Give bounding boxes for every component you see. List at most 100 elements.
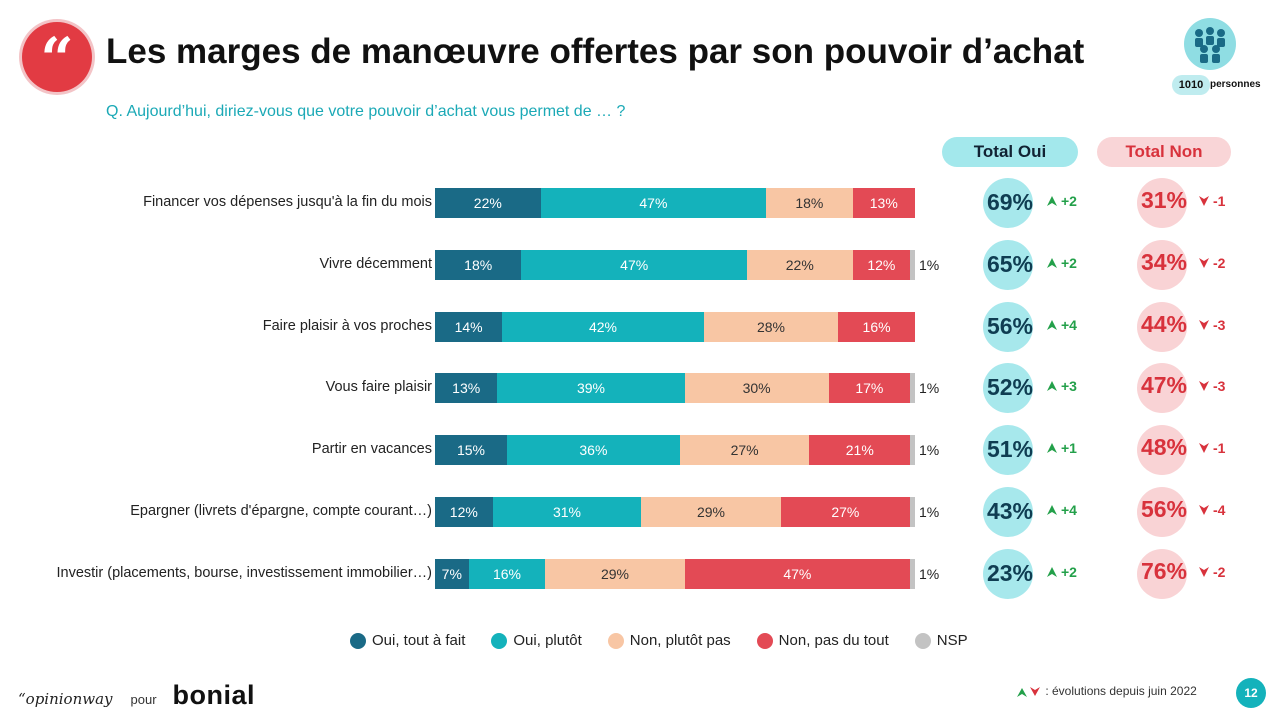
evolution-oui-text: +1 [1061,440,1077,457]
row-label: Faire plaisir à vos proches [262,317,432,334]
nsp-value: 1% [919,380,940,397]
bar-segment: 14% [435,311,503,342]
up-down-arrows-icon [1017,686,1040,697]
total-oui-value: 65% [986,250,1034,277]
evolution-non: -2 [1198,255,1225,271]
arrow-up-icon [1047,257,1057,268]
total-non-value: 56% [1140,496,1188,522]
bar-segment [910,435,915,466]
sample-unit: personnes [1210,79,1261,90]
opinionway-logo: “opinionway [18,690,113,708]
legend-label: Non, pas du tout [778,632,889,649]
evolution-oui: +2 [1046,255,1077,271]
evolution-non-text: -1 [1213,440,1226,457]
total-oui-circle [983,425,1033,476]
total-non-circle [1137,301,1187,352]
evolution-non-text: -3 [1213,378,1226,395]
arrow-up-icon [1047,443,1057,454]
total-non-value: 47% [1140,372,1188,399]
nsp-value: 1% [919,442,940,459]
total-oui-circle [983,487,1033,537]
footer-brands: “opinionway pour bonial [18,680,255,711]
evolution-non-text: -2 [1213,254,1226,271]
arrow-down-icon [1199,196,1209,206]
total-non-circle [1137,239,1187,290]
bar-segment: 27% [780,497,911,527]
legend-item: Non, plutôt pas [607,632,731,649]
evolution-non-text: -1 [1213,193,1226,209]
evolution-oui: +1 [1046,440,1077,456]
evolution-non: -4 [1198,502,1225,518]
legend-swatch [607,632,624,649]
bar-segment [910,497,915,527]
total-non-value: 31% [1140,187,1188,213]
bar-segment: 28% [703,311,839,342]
arrow-up-icon [1047,381,1057,392]
total-oui-value: 56% [986,312,1034,339]
evolution-note-text: : évolutions depuis juin 2022 [1045,684,1197,698]
evolution-non: -1 [1198,193,1225,209]
evolution-oui: +4 [1046,317,1077,333]
row-label: Financer vos dépenses jusqu'à la fin du … [143,194,432,210]
total-oui-circle [983,363,1033,414]
evolution-oui-text: +4 [1061,316,1077,333]
evolution-non: -1 [1198,440,1225,456]
quote-glyph: “ [40,25,74,93]
legend-label: Non, plutôt pas [629,632,731,649]
bar-segment: 18% [435,249,522,280]
stacked-bar: 22% 47% 18% 13% [435,188,915,218]
arrow-down-icon [1199,381,1209,392]
evolution-non: -3 [1198,317,1225,333]
bar-segment: 17% [828,373,911,404]
row-label: Vous faire plaisir [325,379,432,396]
total-non-circle [1137,363,1187,414]
total-oui-value: 69% [986,189,1034,215]
nsp-value: 1% [919,565,940,582]
arrow-up-icon [1047,319,1057,330]
legend-item: Oui, plutôt [491,632,582,649]
legend-swatch [350,632,366,649]
evolution-oui-text: +2 [1061,563,1077,580]
bar-segment: 47% [540,188,767,218]
total-oui-circle [983,178,1033,228]
bar-segment: 7% [435,558,469,589]
total-oui-value: 23% [986,559,1034,586]
bar-segment: 36% [507,435,680,466]
total-non-value: 34% [1140,248,1188,275]
evolution-non-text: -3 [1213,316,1226,333]
evolution-non: -2 [1198,564,1225,580]
evolution-oui: +4 [1046,502,1077,518]
arrow-up-icon [1047,505,1057,515]
bar-segment: 12% [435,497,493,527]
total-non-circle [1137,425,1187,476]
stacked-bar: 13% 39% 30% 17% [435,373,915,404]
total-oui-value: 51% [986,436,1034,463]
evolution-non-text: -2 [1213,563,1226,580]
stacked-bar: 18% 47% 22% 12% [435,249,915,280]
evolution-oui-text: +4 [1061,502,1077,518]
bar-segment [910,558,915,589]
evolution-non-text: -4 [1213,502,1226,518]
evolution-oui-text: +2 [1061,254,1077,271]
bar-segment [910,373,915,404]
row-label: Epargner (livrets d'épargne, compte cour… [130,503,432,519]
bar-segment: 12% [852,249,911,280]
bar-segment: 18% [766,188,853,218]
total-oui-value: 43% [986,498,1034,524]
bar-segment: 39% [497,373,685,404]
bar-segment: 22% [746,249,853,280]
legend-label: Oui, plutôt [513,632,582,649]
arrow-down-icon [1199,443,1209,454]
row-label: Vivre décemment [319,255,432,272]
bar-segment: 15% [435,435,507,466]
evolution-oui-text: +2 [1061,193,1077,209]
people-icon [1184,18,1236,70]
total-oui-circle [983,239,1033,290]
bar-segment: 13% [435,373,498,404]
bar-segment: 31% [492,497,642,527]
total-non-value: 76% [1140,557,1188,584]
legend-swatch [914,632,931,649]
row-label: Partir en vacances [311,441,432,458]
bar-segment: 21% [809,435,911,466]
sample-size: 1010 [1172,75,1210,95]
